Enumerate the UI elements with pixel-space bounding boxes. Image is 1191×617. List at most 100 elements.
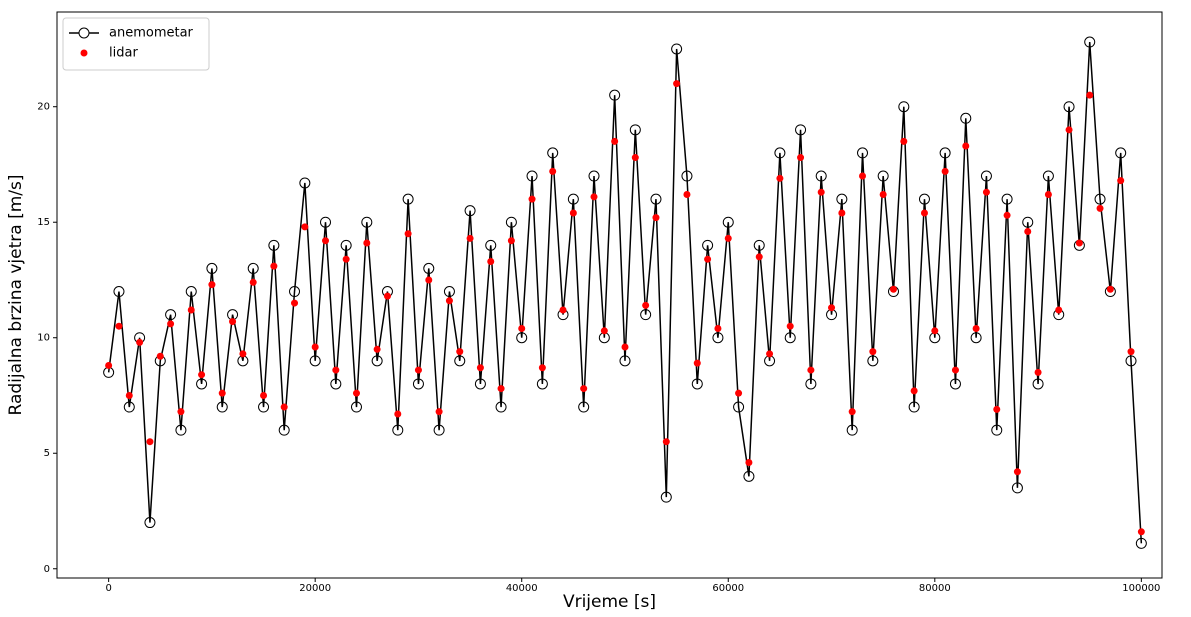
marker [836,193,848,205]
marker [320,216,332,228]
marker [392,424,404,436]
point [476,364,484,372]
marker [340,239,352,251]
marker [495,401,507,413]
point [869,348,877,356]
point [704,255,712,263]
marker [991,424,1003,436]
marker [588,170,600,182]
point [611,137,619,145]
point [125,391,133,399]
point [198,371,206,379]
marker [939,147,951,159]
marker [299,177,311,189]
marker [464,205,476,217]
marker [1084,36,1096,48]
point [1065,126,1073,134]
point [652,214,660,222]
point [115,322,123,330]
marker [1125,355,1137,367]
marker [774,147,786,159]
marker [898,101,910,113]
point [951,366,959,374]
point [941,167,949,175]
marker [619,355,631,367]
marker [433,424,445,436]
point [497,385,505,393]
legend-box [62,17,210,71]
marker [795,124,807,136]
marker [1042,170,1054,182]
point [1055,306,1063,314]
point [1013,468,1021,476]
marker [454,355,466,367]
marker [1022,216,1034,228]
marker [743,470,755,482]
marker [753,239,765,251]
marker [516,332,528,344]
marker [123,401,135,413]
marker [485,239,497,251]
point [828,304,836,312]
marker [640,309,652,321]
point [889,285,897,293]
marker [578,401,590,413]
point [291,299,299,307]
marker [877,170,889,182]
legend-label: anemometar [109,26,194,41]
point [1106,285,1114,293]
point [745,458,753,466]
marker [526,170,538,182]
marker [185,286,197,298]
marker [196,378,208,390]
point [229,318,237,326]
marker [1001,193,1013,205]
marker [247,262,259,274]
point [600,327,608,335]
point [1117,177,1125,185]
point [848,408,856,416]
marker [908,401,920,413]
point [776,174,784,182]
x-tick-label: 100000 [1122,583,1160,594]
point [208,281,216,289]
y-tick-label: 15 [37,217,50,228]
point [136,338,144,346]
point [1096,204,1104,212]
point [1024,227,1032,235]
marker [815,170,827,182]
point [311,343,319,351]
point [538,364,546,372]
point [1137,528,1145,536]
point [528,195,536,203]
x-tick-label: 0 [105,583,111,594]
point [879,191,887,199]
point [260,391,268,399]
point [105,361,113,369]
point [931,327,939,335]
marker [691,378,703,390]
point [807,366,815,374]
marker [733,401,745,413]
point [507,237,515,245]
point [549,167,557,175]
marker [1135,537,1147,549]
point [859,172,867,180]
marker [629,124,641,136]
marker [702,239,714,251]
point [993,405,1001,413]
marker [268,239,280,251]
marker [1063,101,1075,113]
point [394,410,402,418]
marker [1115,147,1127,159]
point [239,350,247,358]
marker [402,193,414,205]
x-tick-label: 60000 [712,583,744,594]
y-tick-label: 20 [37,102,50,113]
point [1127,348,1135,356]
point [187,306,195,314]
point [270,262,278,270]
marker [650,193,662,205]
y-axis-label: Radijalna brzina vjetra [m/s] [6,175,26,416]
